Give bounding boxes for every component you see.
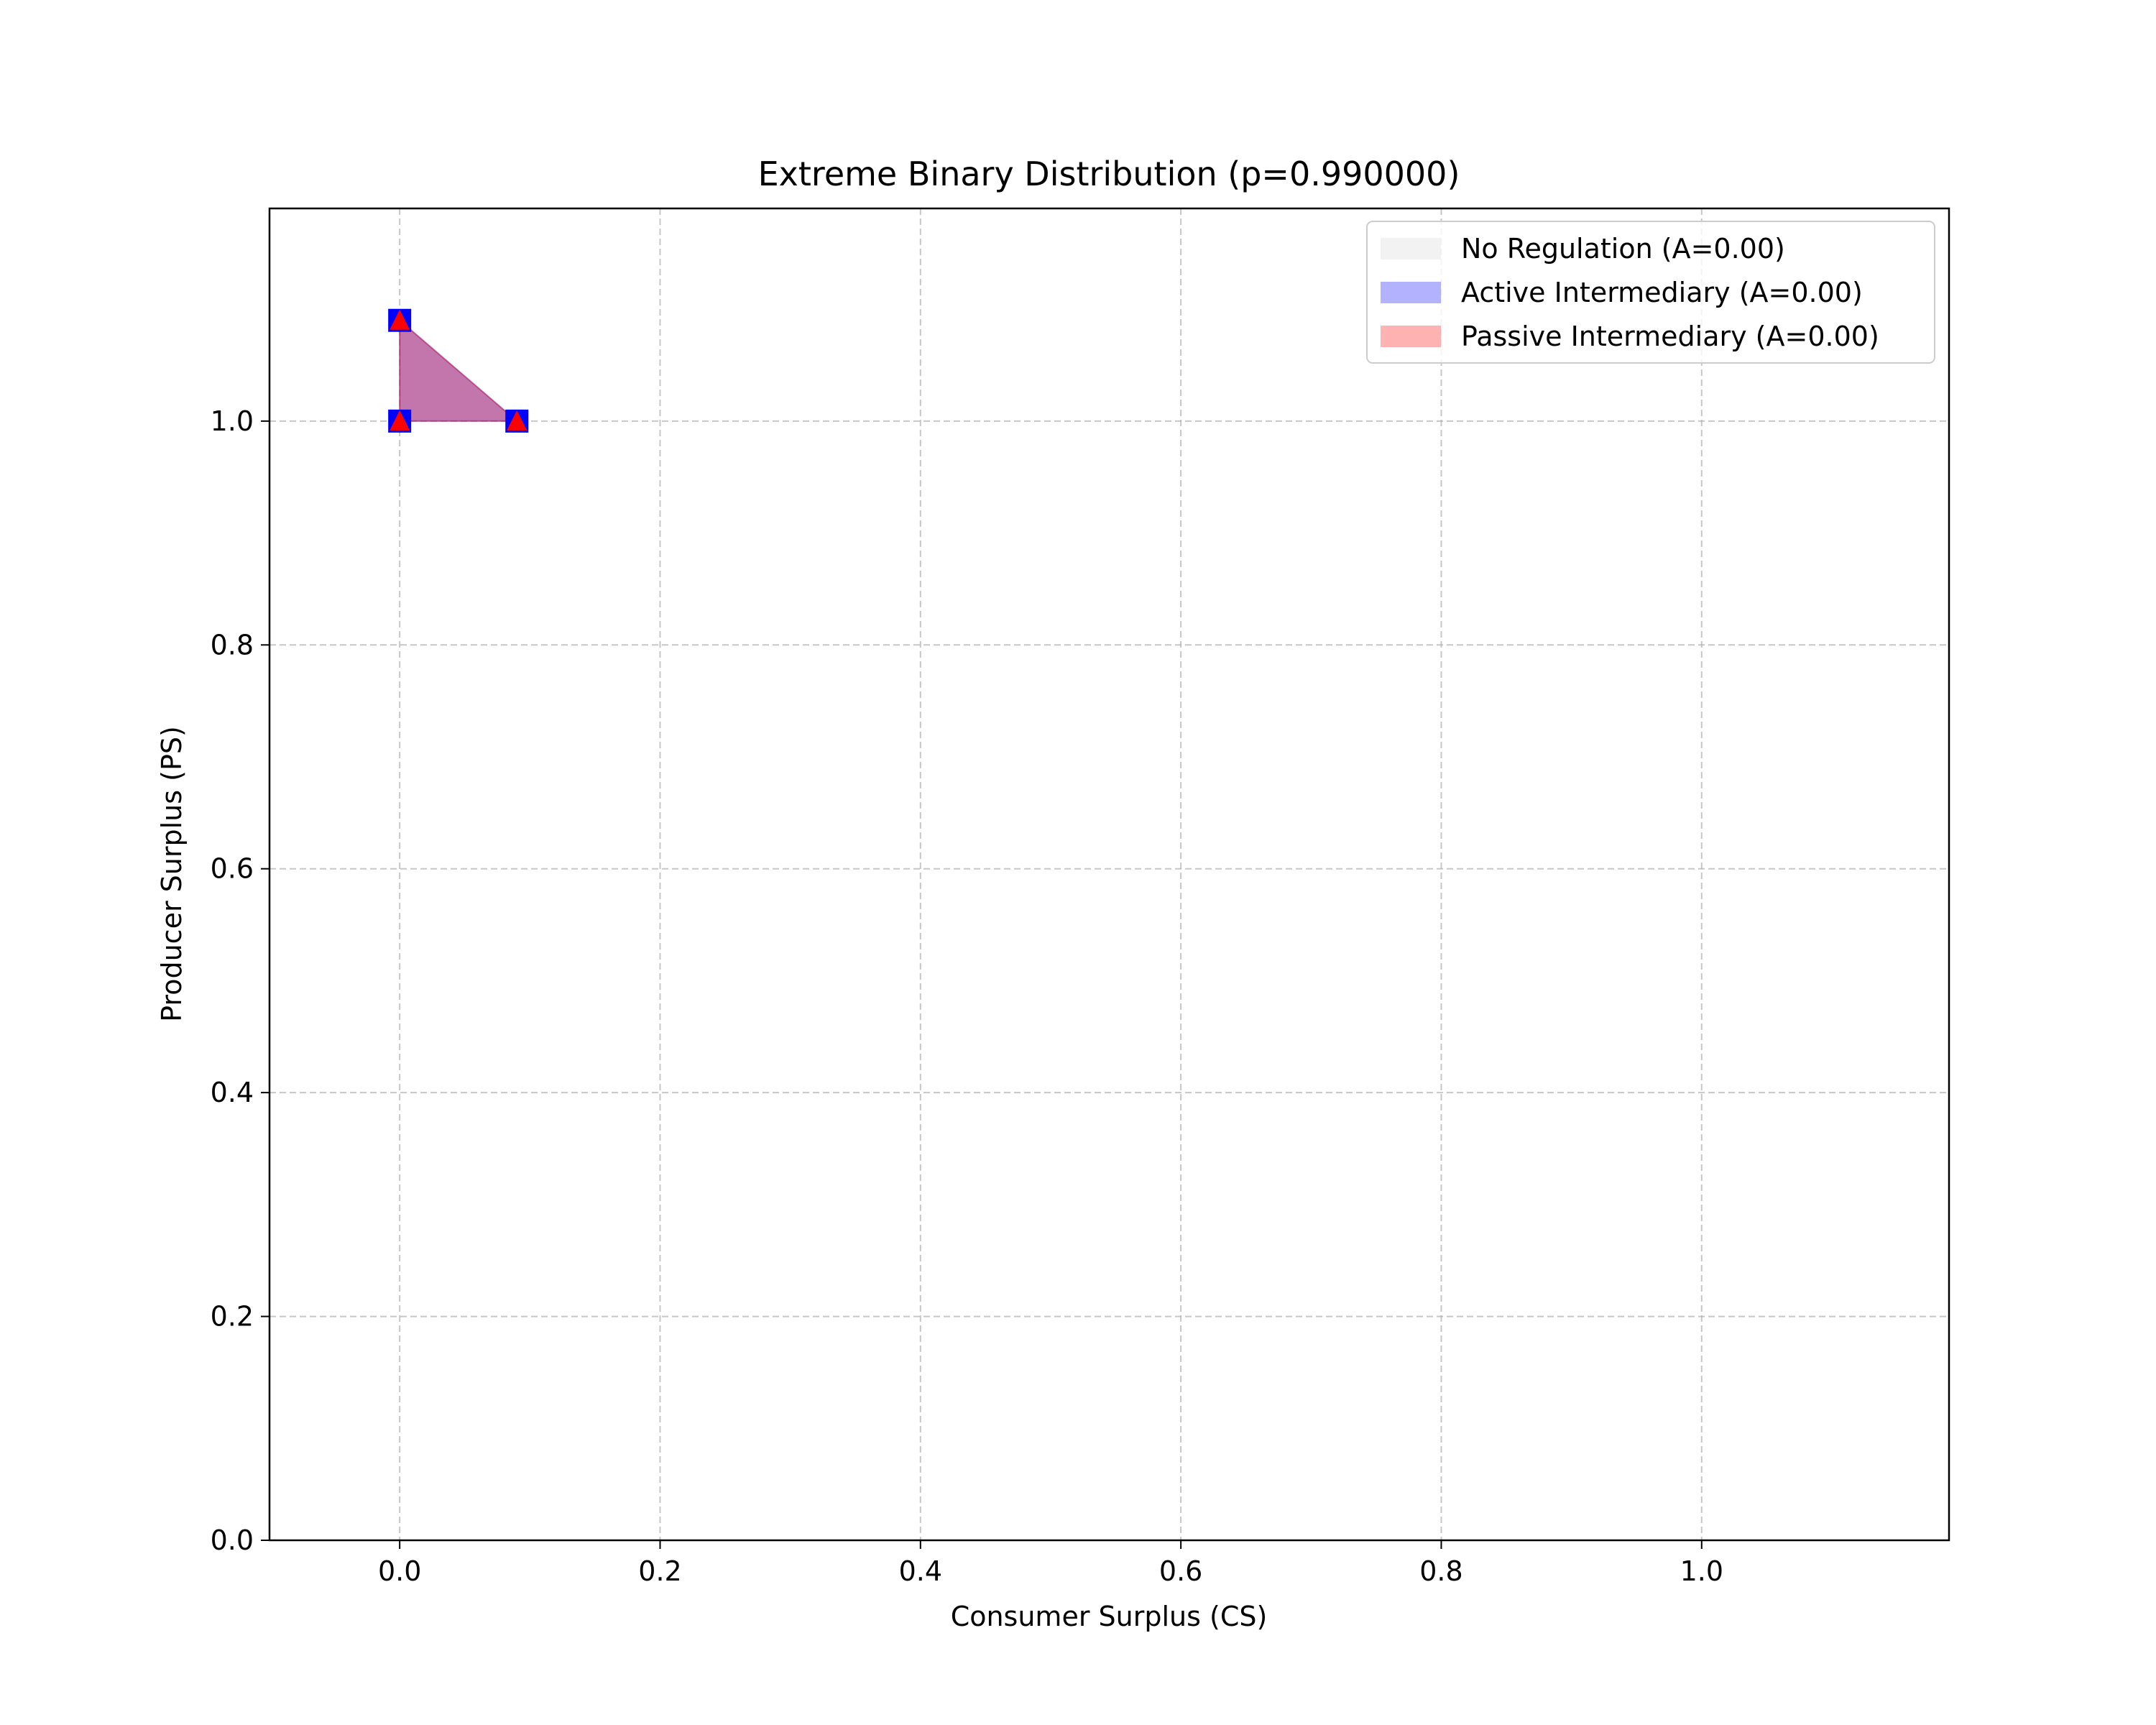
series-region — [399, 318, 519, 422]
legend-swatch — [1381, 238, 1441, 259]
y-tick-label: 1.0 — [211, 405, 254, 437]
x-tick-label: 0.0 — [378, 1555, 421, 1587]
marker-layer — [388, 308, 529, 433]
chart-title: Extreme Binary Distribution (p=0.990000) — [758, 155, 1460, 193]
series-layer — [399, 318, 519, 422]
plot-frame — [268, 207, 1950, 1542]
series-region — [399, 318, 519, 422]
y-tick-label: 0.0 — [211, 1524, 254, 1556]
legend: No Regulation (A=0.00) Active Intermediar… — [1366, 221, 1935, 364]
legend-label: Active Intermediary (A=0.00) — [1461, 277, 1863, 308]
tick-layer: 0.0 0.2 0.4 0.6 0.8 1.0 0.0 0.2 0.4 0.6 0.8 1.0 — [211, 405, 1723, 1587]
x-tick-label: 0.4 — [899, 1555, 942, 1587]
legend-label: Passive Intermediary (A=0.00) — [1461, 321, 1879, 352]
data-point-triangle — [390, 410, 410, 431]
y-axis-label: Producer Surplus (PS) — [156, 726, 188, 1022]
series-region — [399, 318, 519, 422]
x-tick-label: 1.0 — [1680, 1555, 1723, 1587]
grid — [270, 208, 1949, 1541]
x-axis-label: Consumer Surplus (CS) — [951, 1601, 1268, 1632]
legend-frame — [1366, 221, 1935, 364]
y-tick-label: 0.4 — [211, 1077, 254, 1108]
legend-swatch — [1381, 326, 1441, 347]
x-tick-label: 0.8 — [1419, 1555, 1462, 1587]
y-tick-label: 0.2 — [211, 1301, 254, 1333]
y-tick-label: 0.8 — [211, 629, 254, 661]
data-point-triangle — [390, 309, 410, 330]
data-point-triangle — [507, 410, 528, 431]
legend-label: No Regulation (A=0.00) — [1461, 233, 1785, 264]
y-tick-label: 0.6 — [211, 853, 254, 885]
x-tick-label: 0.6 — [1159, 1555, 1202, 1587]
legend-swatch — [1381, 282, 1441, 303]
x-tick-label: 0.2 — [638, 1555, 681, 1587]
